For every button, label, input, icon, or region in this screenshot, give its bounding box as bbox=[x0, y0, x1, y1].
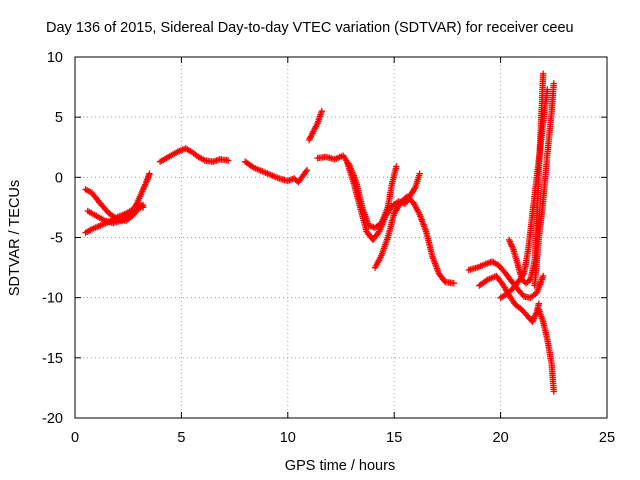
y-tick-label: -10 bbox=[42, 291, 63, 307]
data-point bbox=[411, 185, 418, 192]
series-seg3 bbox=[84, 170, 153, 227]
grid bbox=[75, 57, 607, 418]
series-seg10 bbox=[465, 258, 547, 301]
series-seg14 bbox=[535, 306, 557, 395]
x-tick-label: 10 bbox=[280, 430, 296, 446]
x-tick-label: 25 bbox=[599, 430, 615, 446]
series-seg4 bbox=[156, 145, 232, 165]
series-seg6 bbox=[305, 108, 325, 144]
data-point bbox=[138, 203, 146, 210]
series-seg5 bbox=[242, 158, 311, 186]
y-tick-label: 5 bbox=[55, 110, 63, 126]
data-point bbox=[225, 157, 232, 164]
x-tick-label: 5 bbox=[177, 430, 185, 446]
x-tick-label: 15 bbox=[386, 430, 402, 446]
y-tick-label: -15 bbox=[42, 351, 63, 367]
data-point bbox=[535, 300, 543, 307]
series-seg15 bbox=[531, 80, 557, 289]
y-tick-label: 0 bbox=[55, 170, 63, 186]
plot-frame bbox=[74, 56, 608, 419]
data-point bbox=[540, 272, 547, 280]
data-point bbox=[540, 70, 547, 77]
series-seg11 bbox=[476, 272, 543, 325]
data-point bbox=[139, 204, 147, 211]
data-point bbox=[550, 388, 557, 395]
data-point bbox=[550, 80, 557, 87]
data-point bbox=[450, 280, 457, 287]
x-tick-label: 20 bbox=[493, 430, 509, 446]
data-point bbox=[303, 166, 311, 174]
y-tick-label: 10 bbox=[47, 50, 63, 66]
axis-tick-labels: 0 5 10 15 20 25 -20 -15 -10 -5 0 5 10 bbox=[42, 50, 615, 446]
x-axis-label: GPS time / hours bbox=[285, 458, 395, 474]
chart-title: Day 136 of 2015, Sidereal Day-to-day VTE… bbox=[46, 20, 574, 36]
y-tick-label: -5 bbox=[50, 231, 63, 247]
data-point bbox=[318, 108, 325, 115]
x-tick-label: 0 bbox=[71, 430, 79, 446]
data-point bbox=[393, 163, 400, 170]
series-seg13 bbox=[497, 86, 551, 301]
series-seg8 bbox=[344, 159, 423, 244]
series-seg9 bbox=[371, 193, 457, 287]
data-point bbox=[146, 170, 153, 177]
data-point bbox=[544, 86, 551, 93]
data-point bbox=[416, 170, 423, 177]
data-series bbox=[82, 70, 557, 395]
y-tick-label: -20 bbox=[42, 411, 63, 427]
y-axis-label: SDTVAR / TECUs bbox=[7, 180, 23, 296]
